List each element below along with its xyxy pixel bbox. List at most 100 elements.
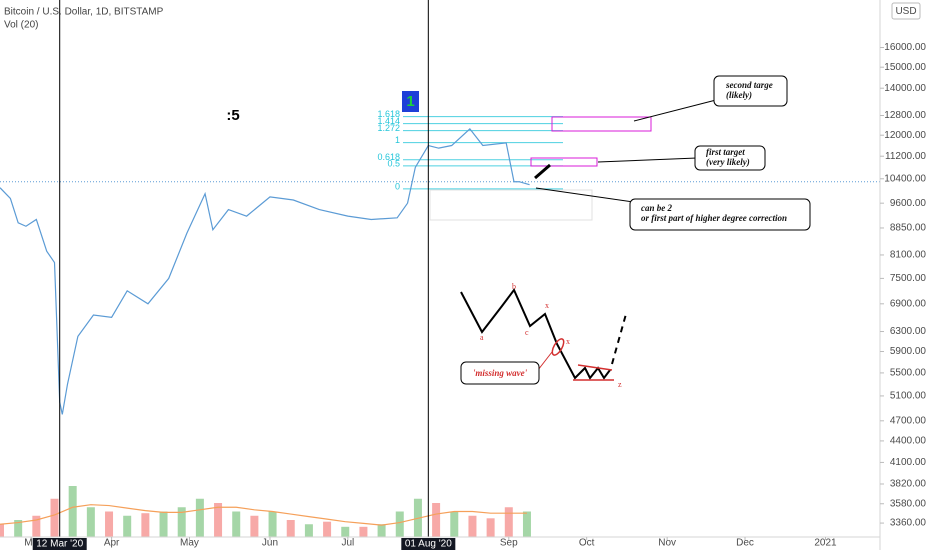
y-tick-label: 14000.00 (884, 83, 926, 94)
volume-bar (304, 524, 313, 537)
wave-label: x (545, 301, 549, 310)
volume-bar (141, 513, 150, 537)
wave-highlight (551, 338, 565, 356)
y-tick-label: 3360.00 (890, 518, 927, 529)
x-tick-label: Jun (262, 538, 278, 549)
currency-button[interactable] (891, 2, 921, 20)
y-tick-label: 12800.00 (884, 110, 926, 121)
callout-pointer (633, 99, 717, 122)
y-tick-label: 3580.00 (890, 498, 927, 509)
callout-box (713, 75, 788, 107)
date-marker-label: 01 Aug '20 (405, 539, 452, 550)
fib-label: 1.414 (377, 116, 400, 126)
y-tick-label: 4400.00 (890, 436, 927, 447)
chart-title: Bitcoin / U.S. Dollar, 1D, BITSTAMP (4, 7, 164, 18)
callout-text: or first part of higher degree correctio… (641, 213, 787, 223)
date-marker (32, 538, 87, 550)
fib-label: 0 (395, 181, 400, 191)
target-box (551, 116, 652, 132)
y-tick-label: 15000.00 (884, 62, 926, 73)
y-tick-label: 9600.00 (890, 198, 927, 209)
volume-bar (86, 507, 95, 537)
x-tick-label: Ma (24, 538, 38, 549)
x-tick-label: Jul (341, 538, 354, 549)
y-tick-label: 8100.00 (890, 250, 927, 261)
triangle-line (577, 364, 613, 371)
x-tick-label: May (180, 538, 199, 549)
x-tick-label: Nov (658, 538, 676, 549)
axes: 16000.00 15000.00 14000.00 12800.00 12000.00… (24, 42, 926, 550)
y-tick-label: 4700.00 (890, 415, 927, 426)
x-tick-label: Sep (500, 538, 518, 549)
wave-label: c (525, 328, 529, 337)
x-tick-label: 2021 (814, 538, 837, 549)
fib-label: 0.5 (387, 158, 400, 168)
volume-bar (232, 511, 241, 537)
x-tick-label: Apr (104, 538, 120, 549)
volume-bar (504, 507, 513, 537)
volume-bar (341, 526, 350, 537)
y-tick-label: 5100.00 (890, 391, 927, 402)
price-pane (0, 0, 880, 537)
date-marker-label: 12 Mar '20 (36, 539, 83, 550)
y-tick-label: 4100.00 (890, 457, 927, 468)
count-label: :5 (226, 107, 239, 124)
callout-box (694, 145, 766, 171)
y-tick-label: 11200.00 (885, 151, 926, 162)
callout-pointer (535, 187, 641, 204)
x-tick-label: Dec (736, 538, 754, 549)
callout-pointer (537, 351, 553, 371)
volume-bar (468, 515, 477, 537)
projection-stroke (534, 163, 551, 180)
volume-bar (14, 520, 23, 537)
volume-bar (250, 515, 259, 537)
callout-text: first target (706, 147, 745, 157)
callout-pointer (597, 157, 698, 163)
volume-bar (432, 503, 441, 537)
price-line (0, 128, 530, 415)
callout-text: (very likely) (706, 157, 750, 167)
y-tick-label: 6900.00 (890, 298, 927, 309)
volume-bar (286, 520, 295, 537)
volume-bar (522, 511, 531, 537)
volume-pane (0, 486, 531, 537)
fib-label: 0.618 (377, 152, 400, 162)
volume-bar (195, 498, 204, 537)
currency-label[interactable]: USD (895, 6, 916, 17)
callout-text: 'missing wave' (473, 368, 528, 378)
volume-bar (159, 511, 168, 537)
callout-box (629, 198, 811, 231)
callout-text: second targe (725, 80, 773, 90)
target-box (530, 157, 598, 167)
volume-bar (450, 511, 459, 537)
y-tick-label: 5500.00 (890, 368, 927, 379)
y-tick-label: 16000.00 (884, 42, 926, 53)
range-box (429, 189, 593, 221)
fib-label: 1.618 (377, 109, 400, 119)
volume-bar (377, 524, 386, 537)
callout-text: can be 2 (641, 203, 672, 213)
volume-bar (486, 518, 495, 537)
y-tick-label: 3820.00 (890, 479, 927, 490)
callout-box (460, 361, 540, 385)
chart-subtitle: Vol (20) (4, 20, 38, 31)
volume-bar (359, 526, 368, 537)
wave-label: z (618, 380, 622, 389)
volume-bar (395, 511, 404, 537)
volume-bar (177, 507, 186, 537)
wave-badge-label: 1 (406, 93, 414, 110)
wave-label: a (480, 333, 484, 342)
volume-bar (50, 498, 59, 537)
volume-ma (0, 504, 527, 526)
fib-label: 1.272 (377, 123, 400, 133)
date-marker (401, 538, 456, 550)
wave-projection (611, 313, 627, 365)
x-tick-label: Oct (579, 538, 595, 549)
callout-text: (likely) (726, 90, 752, 100)
wave-badge (402, 91, 419, 112)
y-tick-label: 12000.00 (884, 130, 926, 141)
y-tick-label: 5900.00 (890, 346, 927, 357)
